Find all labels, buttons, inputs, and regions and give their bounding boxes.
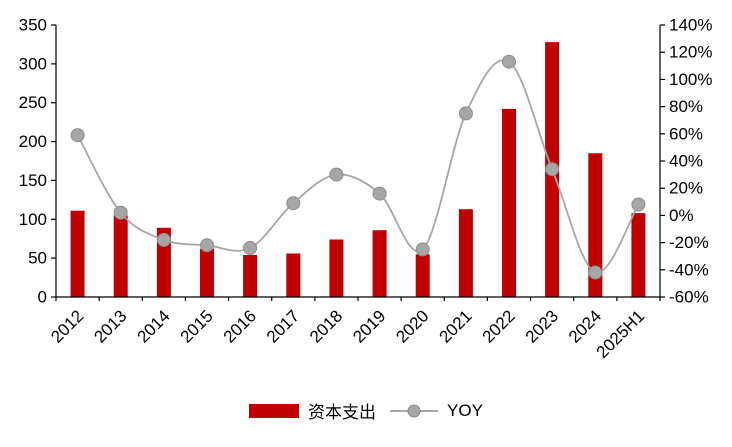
yoy-marker-2021: [458, 106, 473, 121]
yoy-marker-2017: [286, 196, 301, 211]
yoy-marker-2024: [588, 265, 603, 280]
x-label-2022: 2022: [479, 306, 519, 346]
right-tick-label-120%: 120%: [669, 43, 712, 62]
yoy-marker-2023: [545, 162, 560, 177]
left-tick-label-50: 50: [28, 249, 47, 268]
yoy-marker-2020: [415, 242, 430, 257]
x-label-2014: 2014: [134, 306, 174, 346]
legend-item-yoy: YOY: [390, 401, 483, 421]
bar-2016: [243, 255, 258, 297]
left-tick-label-100: 100: [19, 210, 47, 229]
legend-label-capex: 资本支出: [308, 403, 377, 422]
right-tick-label-140%: 140%: [669, 16, 712, 35]
right-tick-label-20%: 20%: [669, 179, 703, 198]
right-tick-label--60%: -60%: [669, 288, 709, 307]
left-tick-label-0: 0: [38, 288, 47, 307]
left-tick-label-200: 200: [19, 132, 47, 151]
bar-2019: [372, 230, 387, 297]
x-label-2021: 2021: [436, 306, 476, 346]
right-tick-label--40%: -40%: [669, 260, 709, 279]
left-tick-label-300: 300: [19, 54, 47, 73]
bar-2020: [415, 254, 430, 297]
left-tick-label-350: 350: [19, 16, 47, 35]
yoy-marker-2014: [156, 232, 171, 247]
bar-2013: [113, 215, 128, 297]
right-tick-label-80%: 80%: [669, 97, 703, 116]
yoy-marker-2022: [502, 54, 516, 69]
x-label-2016: 2016: [220, 306, 260, 346]
yoy-marker-2018: [329, 167, 344, 182]
legend-item-capex: 资本支出: [249, 398, 376, 423]
yoy-marker-2013: [113, 205, 128, 220]
bar-2022: [502, 108, 516, 298]
yoy-marker-2012: [70, 128, 85, 143]
x-label-2023: 2023: [522, 306, 562, 346]
right-tick-label-60%: 60%: [669, 124, 703, 143]
yoy-marker-2015: [200, 238, 214, 253]
capex-bar-swatch: [249, 403, 300, 418]
x-label-2017: 2017: [263, 306, 303, 346]
x-label-2013: 2013: [90, 306, 130, 346]
yoy-line-swatch: [390, 403, 439, 418]
yoy-marker-2016: [243, 241, 258, 255]
x-label-2025H1: 2025H1: [593, 306, 649, 362]
right-tick-label-0%: 0%: [669, 206, 694, 225]
right-tick-label-40%: 40%: [669, 152, 703, 171]
bar-2021: [458, 209, 473, 297]
right-tick-label--20%: -20%: [669, 233, 709, 252]
x-label-2012: 2012: [47, 306, 87, 346]
chart-legend: 资本支出 YOY: [0, 398, 732, 423]
legend-label-yoy: YOY: [447, 400, 483, 420]
bar-2025H1: [631, 213, 646, 297]
chart-canvas: 350 300 250 200 150 100 50 0 140% 120% 100% 80% 60% 4…: [19, 16, 713, 362]
x-label-2020: 2020: [392, 306, 432, 346]
yoy-marker-2025H1: [631, 197, 646, 212]
bar-2017: [286, 253, 301, 297]
bar-2012: [70, 210, 85, 297]
left-tick-label-250: 250: [19, 93, 47, 112]
x-label-2024: 2024: [565, 306, 605, 346]
right-tick-label-100%: 100%: [669, 70, 712, 89]
bar-2015: [200, 248, 214, 297]
yoy-dot-glyph: [407, 404, 421, 417]
x-label-2015: 2015: [177, 306, 217, 346]
x-label-2018: 2018: [306, 306, 346, 346]
bar-2018: [329, 239, 344, 297]
bar-2024: [588, 153, 603, 297]
x-label-2019: 2019: [349, 306, 389, 346]
yoy-marker-2019: [372, 186, 387, 201]
left-tick-label-150: 150: [19, 171, 47, 190]
